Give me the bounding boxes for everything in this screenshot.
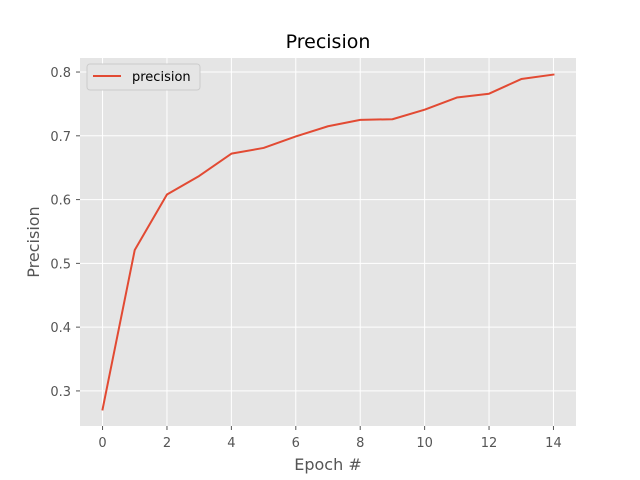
x-tick-label: 6 [292,436,300,451]
grid [80,58,576,426]
x-tick-label: 12 [481,436,498,451]
y-axis-label: Precision [24,206,43,277]
x-tick-label: 4 [227,436,235,451]
series-line-precision [101,73,555,411]
legend-label-precision: precision [132,70,191,85]
y-tick-label: 0.7 [50,130,71,145]
y-tick-label: 0.4 [50,321,71,336]
x-tick-label: 0 [98,436,106,451]
y-tick-label: 0.6 [50,194,71,209]
y-tick-label: 0.5 [50,257,71,272]
x-tick-label: 10 [416,436,433,451]
x-axis-label: Epoch # [294,455,361,474]
axis-ticks: 0 2 4 6 8 10 12 14 0.3 0.4 0.5 0.6 0.7 0.8 [50,66,561,451]
x-tick-label: 14 [545,436,562,451]
legend-box [86,63,201,91]
y-tick-label: 0.3 [50,385,71,400]
chart-title: Precision [286,31,371,53]
x-tick-label: 2 [163,436,171,451]
legend: precision [86,63,201,91]
x-tick-label: 8 [356,436,364,451]
y-tick-label: 0.8 [50,66,71,81]
plot-area [80,58,576,426]
series [101,73,555,411]
